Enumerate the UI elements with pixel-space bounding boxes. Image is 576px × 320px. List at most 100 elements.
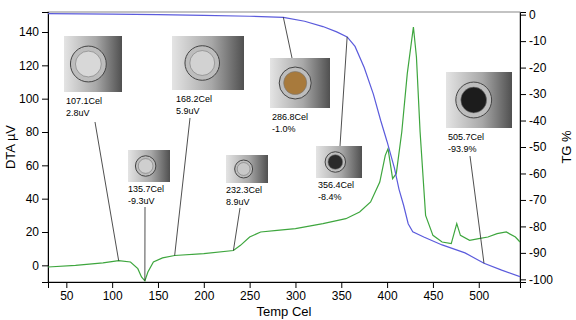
sample	[237, 163, 250, 176]
tick: -40	[520, 114, 547, 128]
crucible	[185, 46, 220, 81]
chart-container: 5010015020025030035040045050002040608010…	[0, 0, 576, 320]
tick-label: -80	[529, 220, 547, 234]
tick-label: 0	[529, 8, 536, 22]
tick-mark	[66, 282, 67, 288]
x-axis-title: Temp Cel	[257, 304, 312, 319]
tick-mark	[520, 68, 526, 69]
annotation-label: 8.9uV	[226, 197, 250, 207]
x-axis: 50100150200250300350400450500	[49, 282, 521, 303]
tick: -60	[520, 167, 547, 181]
tick-mark	[295, 282, 296, 288]
tick-label: -40	[529, 114, 547, 128]
tick: 120	[19, 59, 48, 73]
tick: 0	[32, 259, 48, 273]
photo-frame	[64, 36, 122, 92]
sample	[75, 51, 101, 77]
annotation-label: 168.2Cel	[176, 94, 212, 104]
leader-line	[340, 37, 347, 146]
tick-label: 150	[148, 289, 168, 303]
tick-mark	[42, 65, 48, 66]
tick: 100	[19, 92, 48, 106]
tick-mark	[42, 199, 48, 200]
sample	[190, 51, 215, 76]
tick-label: -100	[529, 273, 553, 287]
tick: 250	[240, 282, 260, 303]
tick: 300	[286, 282, 306, 303]
sample	[461, 87, 487, 113]
sample-photo	[64, 36, 122, 92]
leader-line	[95, 122, 119, 261]
tick-mark	[42, 265, 48, 266]
tick-mark	[42, 132, 48, 133]
tick: 400	[378, 282, 398, 303]
annotation-label: 107.1Cel	[66, 96, 102, 106]
tick-label: 450	[423, 289, 443, 303]
photo-frame	[128, 150, 170, 182]
tick-mark	[520, 173, 526, 174]
tick: 80	[26, 125, 48, 139]
tick-label: -60	[529, 167, 547, 181]
tick-label: -70	[529, 193, 547, 207]
tick-label: -90	[529, 246, 547, 260]
annotation-label: 2.8uV	[66, 108, 90, 118]
tick-mark	[520, 121, 526, 122]
sample-photo	[226, 155, 268, 183]
tick-mark	[433, 282, 434, 288]
crucible	[235, 160, 253, 178]
tick-label: -10	[529, 34, 547, 48]
tick-mark	[204, 282, 205, 288]
tick-mark	[42, 99, 48, 100]
annotation-label: -8.4%	[318, 192, 342, 202]
tick: 450	[423, 282, 443, 303]
tick-mark	[520, 200, 526, 201]
sample-photo	[172, 36, 244, 90]
photo-frame	[270, 58, 330, 108]
tick-label: 200	[194, 289, 214, 303]
leader-line	[470, 156, 484, 263]
crucible	[279, 67, 311, 99]
tick-label: 40	[26, 192, 40, 206]
tick: 100	[103, 282, 123, 303]
tick: -10	[520, 34, 547, 48]
tick-label: 500	[469, 289, 489, 303]
crucible	[70, 46, 106, 82]
tick-label: 50	[60, 289, 74, 303]
sample	[328, 155, 343, 170]
annotation-label: -9.3uV	[128, 196, 155, 206]
annotation-label: 135.7Cel	[128, 184, 164, 194]
tick-mark	[387, 282, 388, 288]
tick: -50	[520, 140, 547, 154]
annotation-label: 505.7Cel	[448, 132, 484, 142]
photo-frame	[316, 146, 362, 178]
y-axis: 0 20 40 60 80 100 120 140	[19, 13, 49, 283]
tick: -80	[520, 220, 547, 234]
y2-axis-title: TG %	[559, 130, 574, 164]
tick: -70	[520, 193, 547, 207]
x-axis-line	[49, 283, 521, 289]
crucible	[456, 82, 492, 118]
tick-mark	[42, 232, 48, 233]
tick-label: -30	[529, 87, 547, 101]
tick-mark	[42, 32, 48, 33]
crucible	[135, 156, 155, 176]
photo-frame	[226, 155, 268, 183]
tick-label: 250	[240, 289, 260, 303]
tick-label: 140	[19, 25, 39, 39]
tick: -30	[520, 87, 547, 101]
tick-label: 0	[32, 259, 39, 273]
tick-label: 60	[26, 159, 40, 173]
tick-label: 120	[19, 59, 39, 73]
leader-line	[144, 207, 145, 281]
tick: -90	[520, 246, 547, 260]
tick-label: -20	[529, 61, 547, 75]
leader-line	[233, 208, 240, 251]
annotation-label: 286.8Cel	[272, 112, 308, 122]
sample-photo	[270, 58, 330, 108]
tg-curve	[48, 14, 520, 277]
tick-mark	[479, 282, 480, 288]
tick: 40	[26, 192, 48, 206]
tick: 50	[60, 282, 74, 303]
tick-mark	[520, 253, 526, 254]
tick-label: 20	[26, 225, 40, 239]
